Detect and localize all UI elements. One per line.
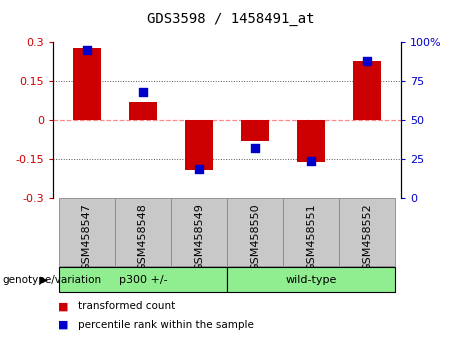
Bar xyxy=(241,120,269,141)
Text: GSM458551: GSM458551 xyxy=(306,204,316,271)
Bar xyxy=(227,198,283,266)
Bar xyxy=(59,198,115,266)
Text: GSM458550: GSM458550 xyxy=(250,204,260,271)
Text: GSM458548: GSM458548 xyxy=(138,204,148,272)
Bar xyxy=(283,198,339,266)
Bar xyxy=(297,120,325,162)
Text: ■: ■ xyxy=(58,320,68,330)
Point xyxy=(139,90,147,95)
Bar xyxy=(73,48,101,120)
Bar xyxy=(59,267,227,292)
Bar xyxy=(171,198,227,266)
Text: genotype/variation: genotype/variation xyxy=(2,275,101,285)
Text: percentile rank within the sample: percentile rank within the sample xyxy=(78,320,254,330)
Bar xyxy=(115,198,171,266)
Point xyxy=(364,58,371,64)
Bar xyxy=(339,198,396,266)
Bar xyxy=(129,102,157,120)
Text: GSM458552: GSM458552 xyxy=(362,204,372,272)
Point xyxy=(83,47,90,53)
Text: GDS3598 / 1458491_at: GDS3598 / 1458491_at xyxy=(147,12,314,27)
Bar xyxy=(353,61,381,120)
Bar xyxy=(227,267,396,292)
Point xyxy=(307,158,315,164)
Text: ▶: ▶ xyxy=(41,275,48,285)
Text: transformed count: transformed count xyxy=(78,301,176,311)
Text: wild-type: wild-type xyxy=(285,275,337,285)
Point xyxy=(251,145,259,151)
Point xyxy=(195,166,203,171)
Text: ■: ■ xyxy=(58,301,68,311)
Text: GSM458547: GSM458547 xyxy=(82,204,92,272)
Text: GSM458549: GSM458549 xyxy=(194,204,204,272)
Bar xyxy=(185,120,213,170)
Text: p300 +/-: p300 +/- xyxy=(118,275,167,285)
